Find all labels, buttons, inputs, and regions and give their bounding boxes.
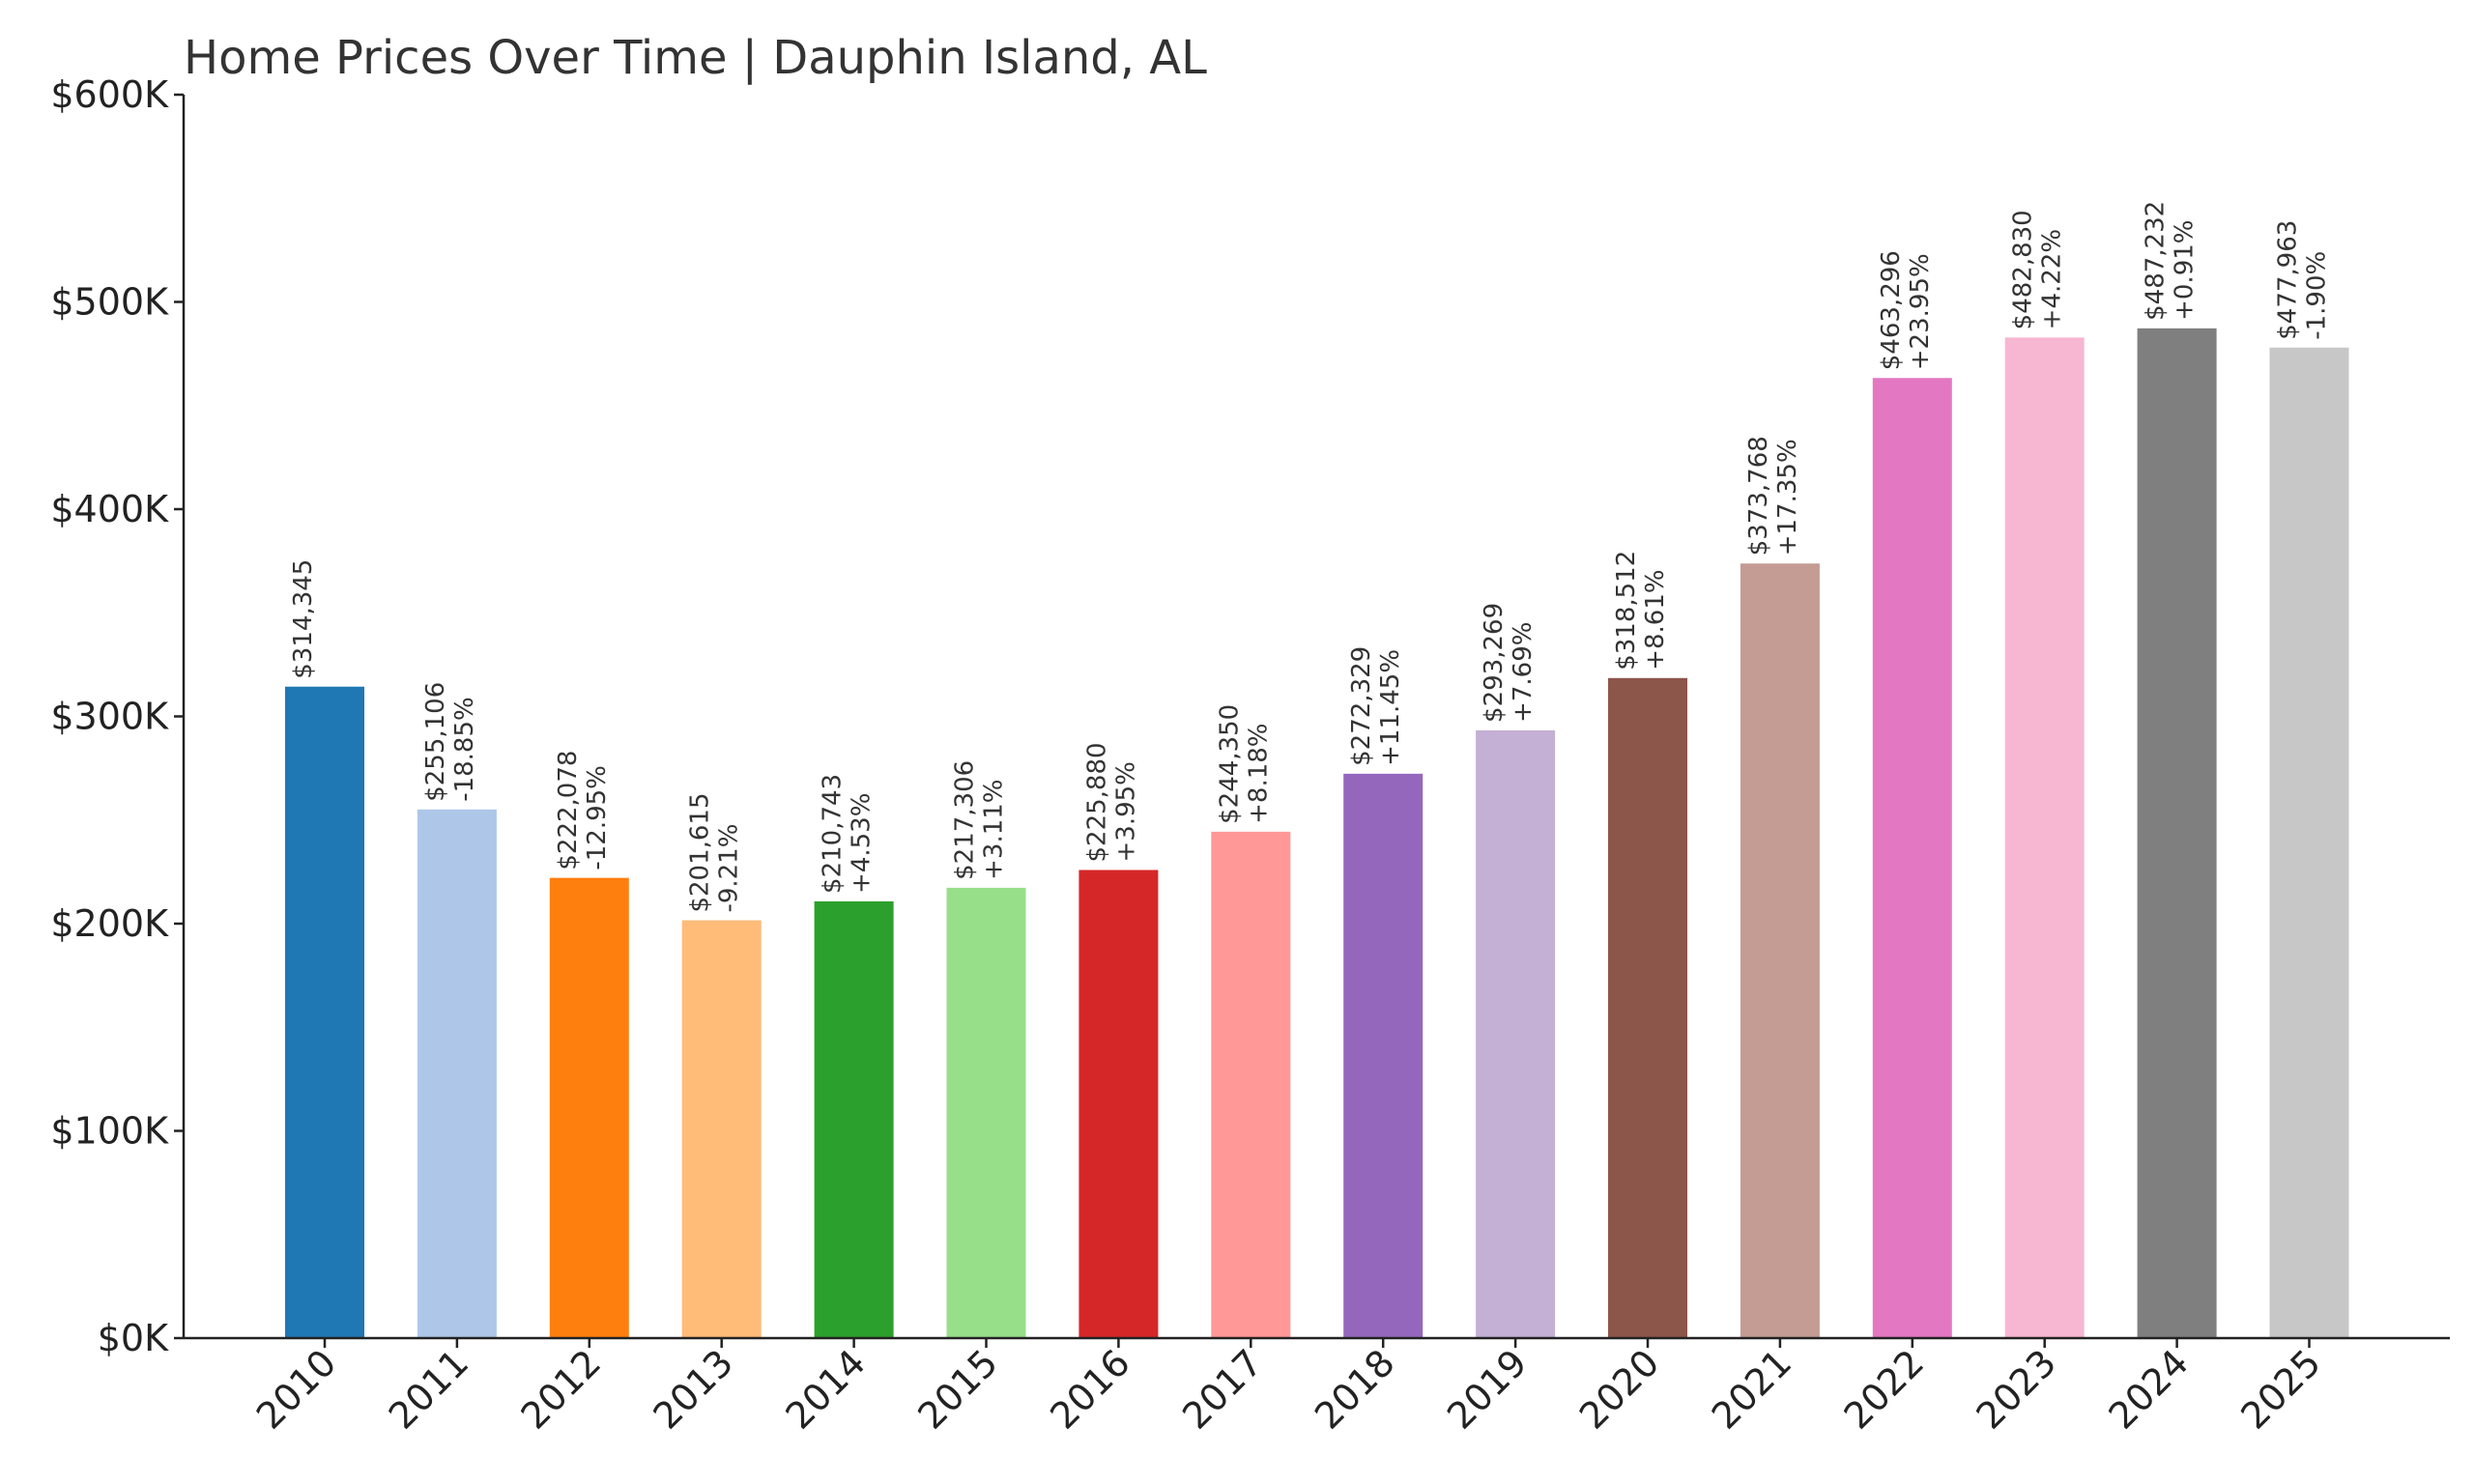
value-label: $477,963	[2274, 220, 2303, 340]
x-tick-label: 2024	[2100, 1341, 2197, 1438]
y-tick-label: $100K	[50, 1110, 169, 1153]
y-tick-label: $400K	[50, 488, 169, 530]
x-tick-label: 2019	[1439, 1341, 1536, 1438]
change-label: -12.95%	[583, 765, 612, 870]
y-tick-label: $300K	[50, 696, 169, 738]
x-tick-label: 2015	[909, 1341, 1006, 1438]
value-label: $217,306	[951, 760, 980, 880]
x-tick-label: 2021	[1704, 1341, 1800, 1438]
value-label: $314,345	[289, 559, 318, 679]
x-tick-label: 2022	[1836, 1341, 1933, 1438]
bar-2020	[1608, 677, 1687, 1338]
bar-2012	[549, 877, 629, 1338]
value-label: $293,269	[1480, 603, 1509, 723]
x-tick-label: 2013	[646, 1341, 742, 1438]
bars	[285, 328, 2349, 1339]
x-tick-label: 2025	[2232, 1341, 2329, 1438]
value-label: $463,296	[1877, 250, 1906, 370]
bar-2024	[2137, 328, 2217, 1339]
x-tick-label: 2020	[1571, 1341, 1668, 1438]
x-tick-label: 2014	[777, 1341, 874, 1438]
bar-2022	[1872, 378, 1952, 1338]
value-label: $272,329	[1347, 646, 1376, 766]
change-label: +8.18%	[1244, 723, 1273, 823]
x-tick-label: 2011	[381, 1341, 477, 1438]
chart-title: Home Prices Over Time | Dauphin Island, …	[184, 31, 1207, 85]
x-tick-label: 2023	[1969, 1341, 2065, 1438]
bar-2016	[1079, 870, 1159, 1338]
change-label: +11.45%	[1376, 649, 1405, 766]
data-labels: $314,345 $255,106 -18.85% $222,078 -12.95% $2…	[289, 201, 2332, 913]
bar-2025	[2269, 347, 2349, 1338]
bar-2010	[285, 686, 364, 1338]
x-tick-label: 2010	[248, 1341, 345, 1438]
change-label: +0.91%	[2171, 219, 2200, 320]
change-label: +4.22%	[2038, 229, 2067, 329]
bar-2013	[681, 920, 762, 1338]
bar-2021	[1740, 563, 1820, 1338]
change-label: +4.53%	[848, 793, 877, 894]
y-tick-label: $200K	[50, 902, 169, 945]
value-label: $244,350	[1215, 704, 1244, 824]
change-label: -18.85%	[450, 697, 479, 802]
change-label: +8.61%	[1641, 569, 1670, 670]
bar-2023	[2004, 337, 2085, 1339]
x-tick-label: 2018	[1307, 1341, 1403, 1438]
value-label: $255,106	[421, 682, 450, 802]
value-label: $318,512	[1612, 551, 1641, 671]
bar-2014	[814, 900, 894, 1338]
y-tick-label: $0K	[98, 1317, 169, 1359]
value-label: $201,615	[686, 792, 715, 912]
y-tick-label: $600K	[50, 73, 169, 116]
value-label: $225,880	[1082, 742, 1111, 862]
x-tick-label: 2016	[1042, 1341, 1138, 1438]
x-tick-label: 2012	[513, 1341, 610, 1438]
y-tick-label: $500K	[50, 281, 169, 324]
change-label: -9.21%	[715, 824, 744, 913]
y-axis-ticks: $0K $100K $200K $300K $400K $500K $600K	[50, 73, 184, 1359]
change-label: +7.69%	[1509, 622, 1538, 723]
x-axis-ticks: 2010 2011 2012 2013 2014 2015 2016 2017 2018 2019…	[248, 1338, 2329, 1438]
bar-2018	[1343, 773, 1424, 1338]
change-label: +23.95%	[1906, 253, 1935, 370]
bar-2015	[946, 887, 1026, 1338]
value-label: $210,743	[819, 774, 848, 894]
value-label: $373,768	[1744, 436, 1773, 556]
change-label: +3.11%	[980, 779, 1009, 879]
change-label: -1.90%	[2303, 251, 2332, 340]
bar-2011	[417, 809, 497, 1338]
change-label: +3.95%	[1111, 761, 1140, 862]
bar-2017	[1211, 831, 1291, 1338]
change-label: +17.35%	[1773, 439, 1802, 556]
bar-2019	[1476, 729, 1556, 1338]
value-label: $222,078	[554, 751, 583, 870]
value-label: $487,232	[2142, 201, 2171, 321]
x-tick-label: 2017	[1174, 1341, 1271, 1438]
value-label: $482,830	[2009, 210, 2038, 329]
